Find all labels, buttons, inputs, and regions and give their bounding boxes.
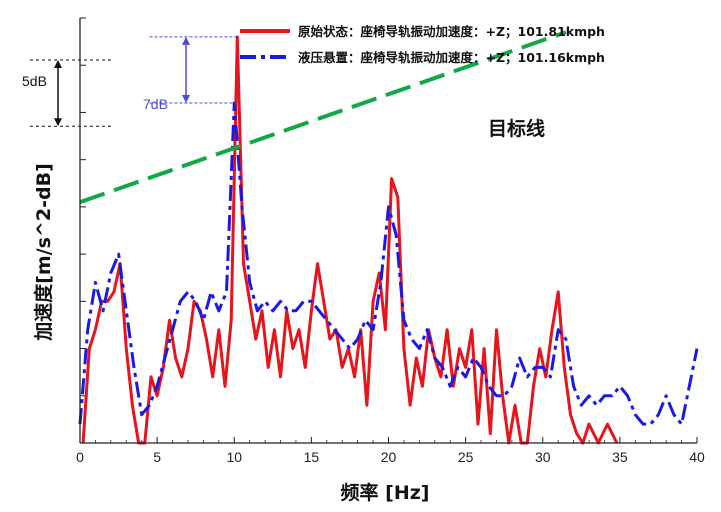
series-line-original bbox=[81, 35, 619, 445]
axes bbox=[79, 18, 697, 444]
series-layer bbox=[78, 35, 699, 445]
legend: 原始状态：座椅导轨振动加速度：+Z；101.81kmph 液压悬置：座椅导轨振动… bbox=[240, 24, 605, 65]
ref-7db-label: 7dB bbox=[143, 96, 168, 112]
tick-layer: 0 5 10 15 20 25 30 35 40 bbox=[76, 17, 705, 465]
x-axis-title: 频率 [Hz] bbox=[341, 481, 430, 504]
y-axis-title: 加速度[m/s^2-dB] bbox=[32, 163, 55, 342]
ref-7db-arrow-up bbox=[182, 36, 190, 45]
x-tick-label-0: 0 bbox=[76, 449, 84, 465]
series-line-hydraulic bbox=[78, 101, 699, 426]
x-tick-label-5: 5 bbox=[153, 449, 161, 465]
x-tick-label-20: 20 bbox=[381, 449, 397, 465]
x-tick-label-15: 15 bbox=[304, 449, 320, 465]
ref-5db-arrow-up bbox=[54, 60, 62, 68]
x-tick-label-40: 40 bbox=[689, 449, 705, 465]
ref-5db-arrow-down bbox=[54, 118, 62, 127]
x-tick-label-10: 10 bbox=[226, 449, 242, 465]
x-tick-label-30: 30 bbox=[535, 449, 551, 465]
ref-5db-label: 5dB bbox=[22, 73, 47, 89]
x-tick-label-35: 35 bbox=[612, 449, 628, 465]
ref-7db-arrow-down bbox=[182, 95, 190, 103]
legend-label-original: 原始状态：座椅导轨振动加速度：+Z；101.81kmph bbox=[298, 24, 605, 39]
target-line-label: 目标线 bbox=[488, 117, 545, 140]
target-line bbox=[79, 30, 567, 205]
annotation-layer bbox=[30, 30, 567, 205]
x-tick-label-25: 25 bbox=[458, 449, 474, 465]
legend-label-hydraulic: 液压悬置：座椅导轨振动加速度：+Z；101.16kmph bbox=[298, 50, 605, 65]
